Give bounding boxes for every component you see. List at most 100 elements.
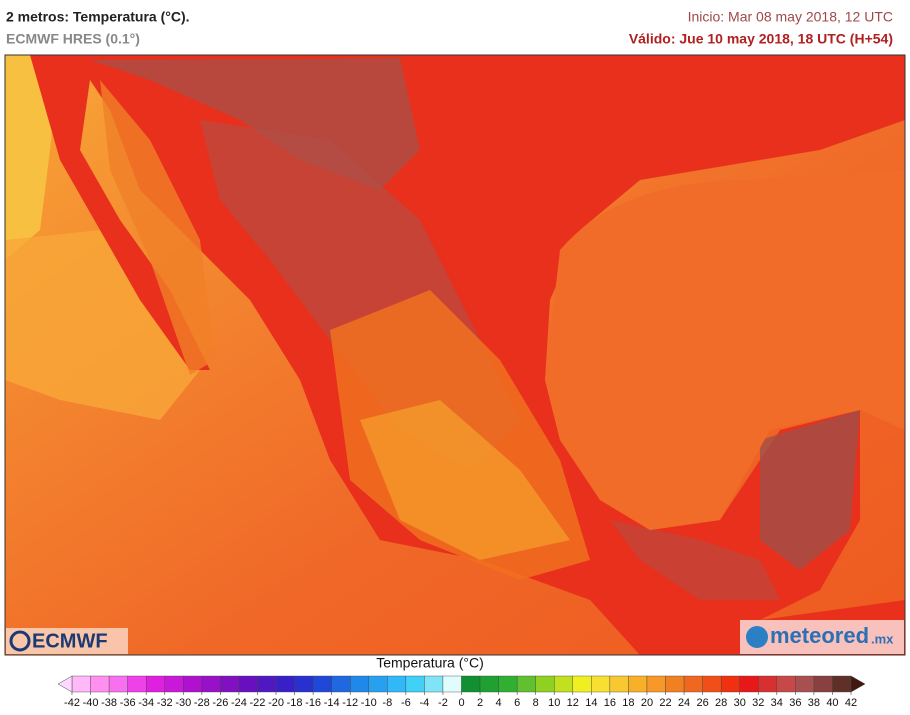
- colorbar-tick-label: -16: [305, 697, 321, 709]
- subtitle: ECMWF HRES (0.1°): [6, 31, 140, 47]
- colorbar-tick-label: -6: [401, 697, 411, 709]
- colorbar-tick-label: 12: [567, 697, 579, 709]
- legend-title: Temperatura (°C): [376, 655, 484, 671]
- colorbar-swatch: [127, 675, 147, 693]
- colorbar-tick-label: -32: [157, 697, 173, 709]
- colorbar-swatch: [424, 675, 444, 693]
- colorbar-tick-label: 40: [826, 697, 838, 709]
- colorbar-swatch: [201, 675, 221, 693]
- colorbar-tick-label: 26: [696, 697, 708, 709]
- colorbar-tick-label: -38: [101, 697, 117, 709]
- colorbar-swatch: [238, 675, 258, 693]
- colorbar-tick-label: -10: [361, 697, 377, 709]
- colorbar-tick-label: -42: [64, 697, 80, 709]
- ecmwf-logo-text: ECMWF: [32, 630, 108, 652]
- colorbar-swatch: [312, 675, 332, 693]
- colorbar: -42 -40 -38 -36 -34 -32 -30 -28 -26 -24 -22 -20 -18-…: [57, 675, 866, 709]
- colorbar-swatch: [387, 675, 407, 693]
- colorbar-tick-label: -18: [287, 697, 303, 709]
- colorbar-tick-label: -14: [324, 697, 340, 709]
- colorbar-swatch: [609, 675, 629, 693]
- colorbar-tick-label: 0: [458, 697, 464, 709]
- colorbar-tick-label: 22: [659, 697, 671, 709]
- meteored-logo-text: meteored: [770, 623, 869, 648]
- colorbar-swatch: [183, 675, 203, 693]
- colorbar-swatch: [405, 675, 425, 693]
- colorbar-swatch: [572, 675, 592, 693]
- colorbar-swatch: [591, 675, 611, 693]
- colorbar-tick-label: 18: [622, 697, 634, 709]
- colorbar-swatch: [331, 675, 351, 693]
- colorbar-tick-label: -8: [382, 697, 392, 709]
- colorbar-swatch: [720, 675, 740, 693]
- colorbar-tick-label: 34: [771, 697, 783, 709]
- colorbar-tick-label: 38: [808, 697, 820, 709]
- colorbar-tick-label: 6: [514, 697, 520, 709]
- colorbar-swatch: [739, 675, 759, 693]
- ecmwf-logo: ECMWF: [6, 628, 128, 654]
- init-time: Inicio: Mar 08 may 2018, 12 UTC: [688, 9, 893, 25]
- colorbar-tick-label: 14: [585, 697, 597, 709]
- colorbar-tick-label: 24: [678, 697, 690, 709]
- colorbar-tick-label: -4: [420, 697, 430, 709]
- colorbar-swatch: [554, 675, 573, 693]
- colorbar-swatch: [479, 675, 499, 693]
- colorbar-swatch: [628, 675, 648, 693]
- colorbar-swatch: [368, 675, 388, 693]
- colorbar-swatch: [164, 675, 184, 693]
- colorbar-swatch: [220, 675, 240, 693]
- colorbar-tick-label: -22: [250, 697, 266, 709]
- colorbar-tick-label: 36: [789, 697, 801, 709]
- title: 2 metros: Temperatura (°C).: [6, 9, 190, 25]
- colorbar-swatch: [758, 675, 778, 693]
- colorbar-swatch: [535, 675, 555, 693]
- valid-time: Válido: Jue 10 may 2018, 18 UTC (H+54): [629, 31, 893, 47]
- colorbar-tick-label: 32: [752, 697, 764, 709]
- colorbar-over: [850, 675, 866, 693]
- colorbar-tick-label: -12: [342, 697, 358, 709]
- colorbar-tick-label: -24: [231, 697, 247, 709]
- colorbar-tick-label: 30: [734, 697, 746, 709]
- colorbar-tick-label: 2: [477, 697, 483, 709]
- colorbar-swatch: [350, 675, 369, 693]
- colorbar-swatch: [145, 675, 165, 693]
- colorbar-tick-label: 10: [548, 697, 560, 709]
- colorbar-tick-label: 8: [533, 697, 539, 709]
- colorbar-under: [57, 675, 73, 693]
- colorbar-swatch: [776, 675, 796, 693]
- colorbar-tick-label: 42: [845, 697, 857, 709]
- colorbar-swatch: [442, 675, 462, 693]
- colorbar-tick-label: 4: [496, 697, 502, 709]
- colorbar-swatch: [702, 675, 722, 693]
- colorbar-tick-label: -20: [268, 697, 284, 709]
- colorbar-swatch: [294, 675, 314, 693]
- colorbar-swatch: [646, 675, 666, 693]
- colorbar-tick-label: -26: [212, 697, 228, 709]
- colorbar-swatch: [257, 675, 277, 693]
- colorbar-tick-label: -34: [138, 697, 154, 709]
- colorbar-swatch: [108, 675, 128, 693]
- meteored-logo: meteored .mx: [740, 620, 904, 654]
- colorbar-swatch: [516, 675, 536, 693]
- colorbar-tick-label: 20: [641, 697, 653, 709]
- colorbar-tick-label: -40: [83, 697, 99, 709]
- colorbar-swatch: [275, 675, 295, 693]
- colorbar-swatch: [832, 675, 852, 693]
- colorbar-swatch: [90, 675, 110, 693]
- colorbar-tick-label: -36: [120, 697, 136, 709]
- colorbar-tick-label: -30: [175, 697, 191, 709]
- colorbar-swatch: [795, 675, 815, 693]
- colorbar-tick-label: -2: [438, 697, 448, 709]
- map: [4, 54, 906, 656]
- colorbar-tick-label: 16: [604, 697, 616, 709]
- colorbar-swatch: [683, 675, 703, 693]
- colorbar-swatch: [813, 675, 833, 693]
- colorbar-tick-label: 28: [715, 697, 727, 709]
- colorbar-swatch: [498, 675, 518, 693]
- colorbar-tick-label: -28: [194, 697, 210, 709]
- colorbar-swatch: [461, 675, 481, 693]
- meteored-logo-suffix: .mx: [871, 631, 894, 646]
- colorbar-swatch: [665, 675, 685, 693]
- colorbar-swatch: [71, 675, 91, 693]
